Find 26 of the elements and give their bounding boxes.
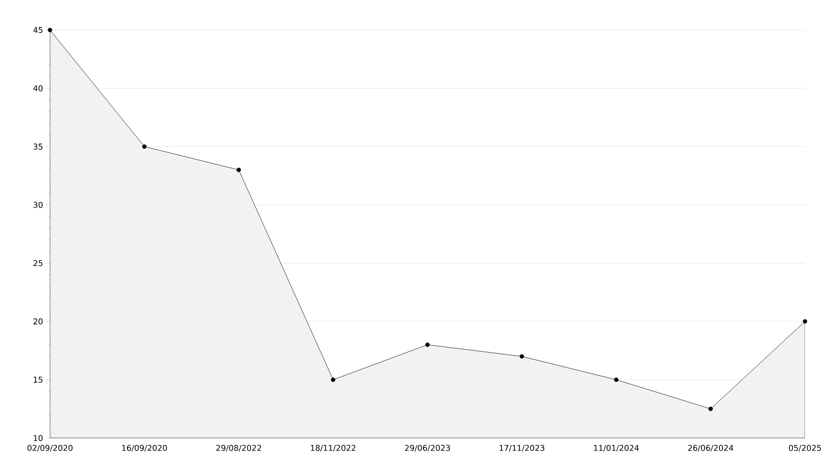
point xyxy=(330,378,336,382)
x-tick-label: 05/2025 xyxy=(788,444,821,452)
x-tick-label: 17/11/2023 xyxy=(500,444,544,452)
x-tick-label: 11/01/2024 xyxy=(594,444,639,452)
point xyxy=(708,406,713,412)
point xyxy=(48,28,52,32)
x-tick-label: 29/06/2023 xyxy=(405,444,450,452)
y-tick-label: 40 xyxy=(33,85,43,92)
point xyxy=(802,319,808,324)
y-tick-label: 25 xyxy=(34,260,42,266)
x-tick-label: 26/06/2024 xyxy=(688,444,734,452)
y-tick-label: 35 xyxy=(34,144,42,150)
x-tick-label: 29/08/2022 xyxy=(216,444,261,452)
point xyxy=(520,354,524,359)
y-tick-label: 20 xyxy=(34,318,43,324)
y-tick-label: 45 xyxy=(33,27,42,33)
x-tick-label: 02/09/2020 xyxy=(27,444,73,452)
y-tick-label: 30 xyxy=(34,202,43,208)
point xyxy=(142,144,147,149)
x-tick-label: 16/09/2020 xyxy=(122,444,167,452)
x-tick-label: 18/11/2022 xyxy=(310,444,356,452)
y-tick-label: 10 xyxy=(34,434,43,442)
y-tick-label: 15 xyxy=(34,376,42,383)
point xyxy=(236,168,241,172)
point xyxy=(425,342,430,347)
point xyxy=(614,378,618,382)
